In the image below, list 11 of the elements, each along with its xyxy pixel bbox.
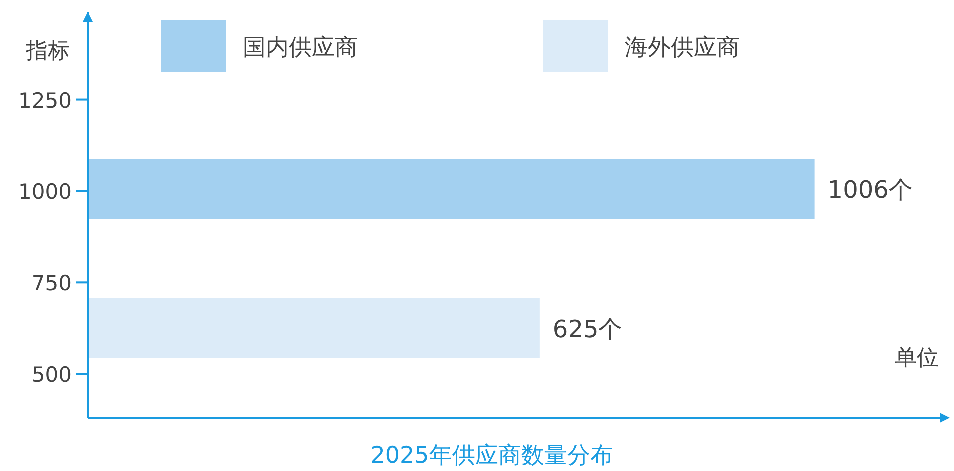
y-tick-label: 1250 (18, 88, 72, 113)
legend-label: 海外供应商 (625, 35, 740, 61)
x-axis-title: 单位 (895, 346, 939, 371)
y-axis-title: 指标 (25, 39, 70, 64)
data-label: 625个 (552, 315, 623, 344)
data-label: 1006个 (828, 176, 913, 204)
y-tick-label: 750 (32, 272, 72, 296)
text: 2025年供应商数量分布 (370, 443, 614, 469)
y-tick-label: 1000 (18, 180, 72, 204)
legend-label: 国内供应商 (243, 35, 358, 61)
y-tick-label: 500 (32, 363, 72, 388)
